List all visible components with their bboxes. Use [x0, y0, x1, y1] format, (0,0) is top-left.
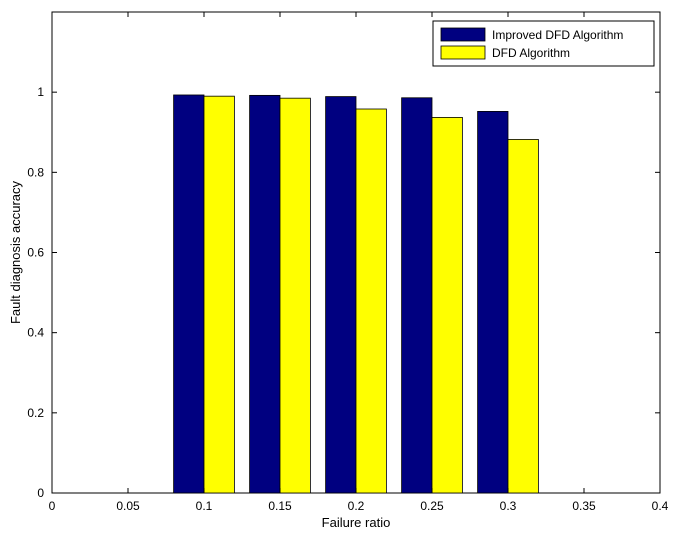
bar-dfd-4 [507, 139, 539, 494]
x-tick-label: 0.15 [268, 499, 292, 513]
x-axis-title: Failure ratio [322, 515, 391, 530]
bar-dfd-0 [203, 95, 235, 494]
x-tick-label: 0.25 [420, 499, 444, 513]
y-tick-label: 0 [37, 486, 44, 500]
legend: Improved DFD Algorithm DFD Algorithm [432, 20, 655, 67]
legend-label-improved: Improved DFD Algorithm [492, 28, 623, 42]
legend-swatch-dfd [440, 45, 486, 60]
ticks-group: 0 0.05 0.1 0.15 0.2 0.25 0.3 0.35 0.4 0 0.2 0.4 0.6 0… [27, 12, 669, 513]
legend-label-dfd: DFD Algorithm [492, 46, 570, 60]
x-tick-label: 0.35 [572, 499, 596, 513]
x-tick-label: 0.4 [652, 499, 669, 513]
y-tick-label: 0.2 [27, 406, 44, 420]
bar-dfd-2 [355, 108, 387, 494]
y-tick-label: 0.8 [27, 165, 44, 179]
bar-dfd-3 [431, 117, 463, 494]
y-tick-label: 1 [37, 85, 44, 99]
y-tick-label: 0.4 [27, 326, 44, 340]
bar-dfd-1 [279, 97, 311, 494]
bar-improved-dfd-2 [325, 96, 357, 494]
y-tick-label: 0.6 [27, 246, 44, 260]
bars-group [173, 94, 539, 494]
bar-improved-dfd-0 [173, 94, 205, 494]
x-tick-label: 0.3 [500, 499, 517, 513]
y-axis-title: Fault diagnosis accuracy [8, 180, 23, 324]
x-tick-label: 0 [49, 499, 56, 513]
bar-improved-dfd-4 [477, 111, 509, 494]
x-tick-label: 0.2 [348, 499, 365, 513]
x-tick-label: 0.1 [196, 499, 213, 513]
legend-swatch-improved [440, 27, 486, 42]
bar-improved-dfd-1 [249, 94, 281, 494]
x-tick-label: 0.05 [116, 499, 140, 513]
bar-improved-dfd-3 [401, 97, 433, 494]
